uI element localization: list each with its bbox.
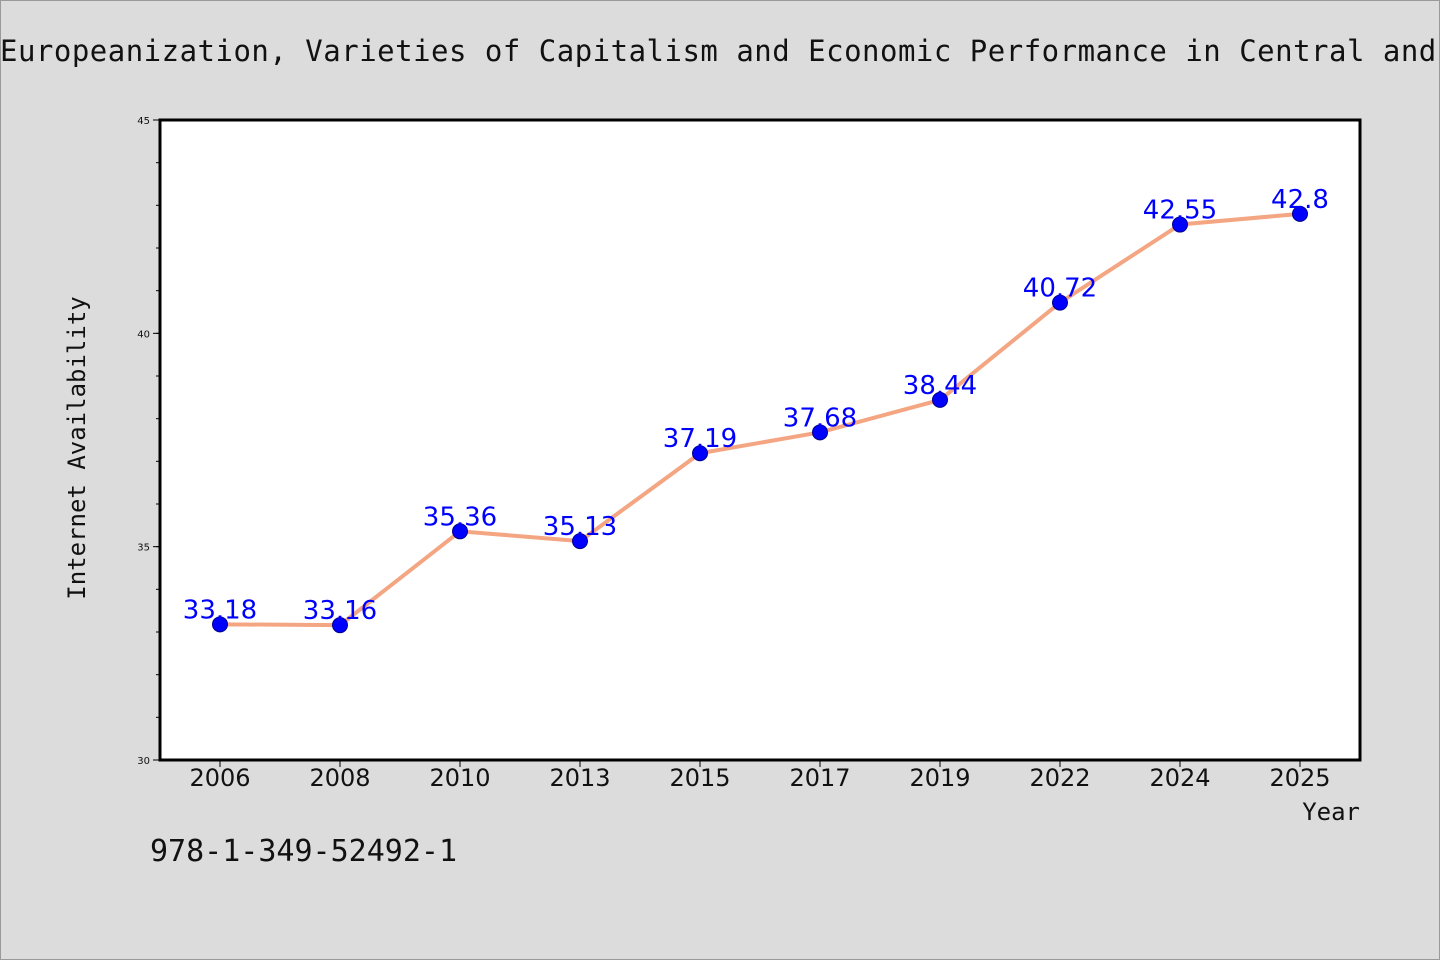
data-point (692, 445, 708, 462)
x-tick-label: 2015 (669, 764, 730, 792)
x-tick-label: 2010 (429, 764, 490, 792)
x-tick-label: 2017 (789, 764, 850, 792)
y-tick-label: 30 (137, 756, 150, 767)
data-point (1292, 205, 1308, 222)
data-point (1052, 294, 1068, 311)
data-label: 37.68 (783, 403, 857, 433)
plot-area (158, 118, 1362, 762)
data-label: 33.18 (183, 595, 257, 625)
data-points (212, 205, 1308, 634)
data-label: 33.16 (303, 596, 377, 626)
data-label: 37.19 (663, 424, 737, 454)
data-point (812, 424, 828, 441)
x-tick-label: 2024 (1149, 764, 1210, 792)
x-tick-label: 2019 (909, 764, 970, 792)
data-point (452, 523, 468, 540)
x-tick-label: 2013 (549, 764, 610, 792)
y-axis-label: Internet Availability (63, 296, 91, 599)
x-tick-label: 2025 (1269, 764, 1330, 792)
data-label: 38.44 (903, 371, 977, 401)
data-label: 42.8 (1271, 185, 1329, 215)
series-line (219, 211, 1301, 628)
data-labels: 33.18 33.16 35.36 35.13 37.19 37.68 38.44 40.72… (183, 185, 1329, 626)
y-tick-label: 35 (137, 543, 150, 554)
x-tick-label: 2008 (309, 764, 370, 792)
data-label: 35.36 (423, 502, 497, 532)
data-point (572, 533, 588, 550)
data-label: 42.55 (1143, 196, 1217, 226)
x-axis-label: Year (1302, 798, 1360, 826)
x-tick-label: 2006 (189, 764, 250, 792)
y-tick-label: 40 (137, 329, 150, 340)
data-label: 40.72 (1023, 274, 1097, 304)
chart-title: Europeanization, Varieties of Capitalism… (0, 34, 1437, 68)
data-label: 35.13 (543, 512, 617, 542)
data-point (212, 616, 228, 633)
y-tick-label: 45 (137, 116, 150, 127)
data-point (932, 391, 948, 408)
isbn-text: 978-1-349-52492-1 (150, 834, 458, 869)
data-point (332, 617, 348, 634)
x-tick-label: 2022 (1029, 764, 1090, 792)
axis-ticks: 30 35 40 45 2006 2008 2010 2013 2015 2017 2019 2022… (137, 116, 1330, 792)
data-point (1172, 216, 1188, 233)
